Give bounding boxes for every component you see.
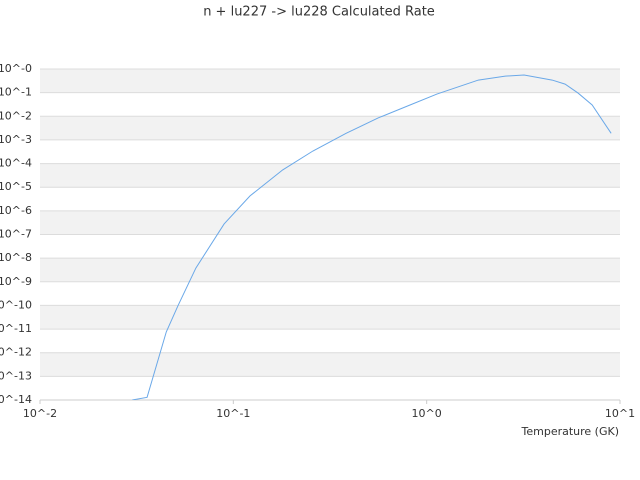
y-tick-label: 10^-3 [0, 133, 32, 146]
y-tick-label: 10^-2 [0, 109, 32, 122]
data-line [132, 74, 612, 400]
y-tick-label: 10^-14 [0, 393, 32, 406]
x-tick-label: 10^-1 [216, 407, 250, 420]
y-tick-label: 10^-10 [0, 298, 32, 311]
grid-band [40, 258, 620, 282]
y-tick-label: 10^-9 [0, 275, 32, 288]
chart-title: n + lu227 -> lu228 Calculated Rate [203, 5, 435, 20]
grid-band [40, 69, 620, 93]
y-tick-label: 10^-0 [0, 62, 32, 75]
y-tick-label: 10^-1 [0, 86, 32, 99]
grid-band [40, 352, 620, 377]
x-tick-label: 10^-2 [23, 407, 57, 420]
grid-band [40, 163, 620, 188]
y-tick-label: 10^-5 [0, 180, 32, 193]
grid-band [40, 210, 620, 235]
y-tick-label: 10^-12 [0, 346, 32, 359]
y-tick-label: 10^-6 [0, 204, 32, 217]
grid-band [40, 116, 620, 140]
y-tick-label: 10^-7 [0, 228, 32, 241]
y-tick-label: 10^-11 [0, 322, 32, 335]
y-tick-label: 10^-8 [0, 251, 32, 264]
x-tick-label: 10^1 [605, 407, 635, 420]
x-axis-label: Temperature (GK) [521, 425, 620, 438]
x-tick-label: 10^0 [412, 407, 442, 420]
grid-band [40, 305, 620, 330]
y-tick-label: 10^-13 [0, 369, 32, 382]
y-tick-label: 10^-4 [0, 157, 32, 170]
